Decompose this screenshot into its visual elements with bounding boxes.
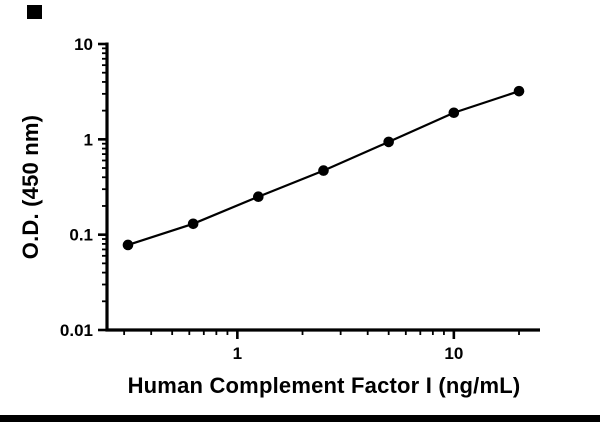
- data-point: [383, 136, 394, 148]
- axis-spines: [105, 42, 540, 332]
- bottom-black-bar: [0, 415, 600, 422]
- data-point: [187, 218, 199, 230]
- corner-logo-fragment: [27, 5, 42, 19]
- y-tick-label: 1: [84, 130, 93, 149]
- y-axis-title: O.D. (450 nm): [18, 114, 43, 260]
- data-point: [318, 165, 329, 176]
- x-axis-title: Human Complement Factor I (ng/mL): [127, 373, 521, 398]
- x-tick-label: 10: [444, 344, 463, 363]
- data-point: [448, 107, 460, 119]
- y-tick-label: 0.01: [60, 321, 93, 340]
- data-point: [122, 239, 134, 251]
- y-tick-label: 10: [74, 35, 93, 54]
- data-point: [253, 191, 264, 203]
- data-point: [513, 85, 525, 97]
- y-tick-label: 0.1: [69, 226, 93, 245]
- x-tick-label: 1: [233, 344, 242, 363]
